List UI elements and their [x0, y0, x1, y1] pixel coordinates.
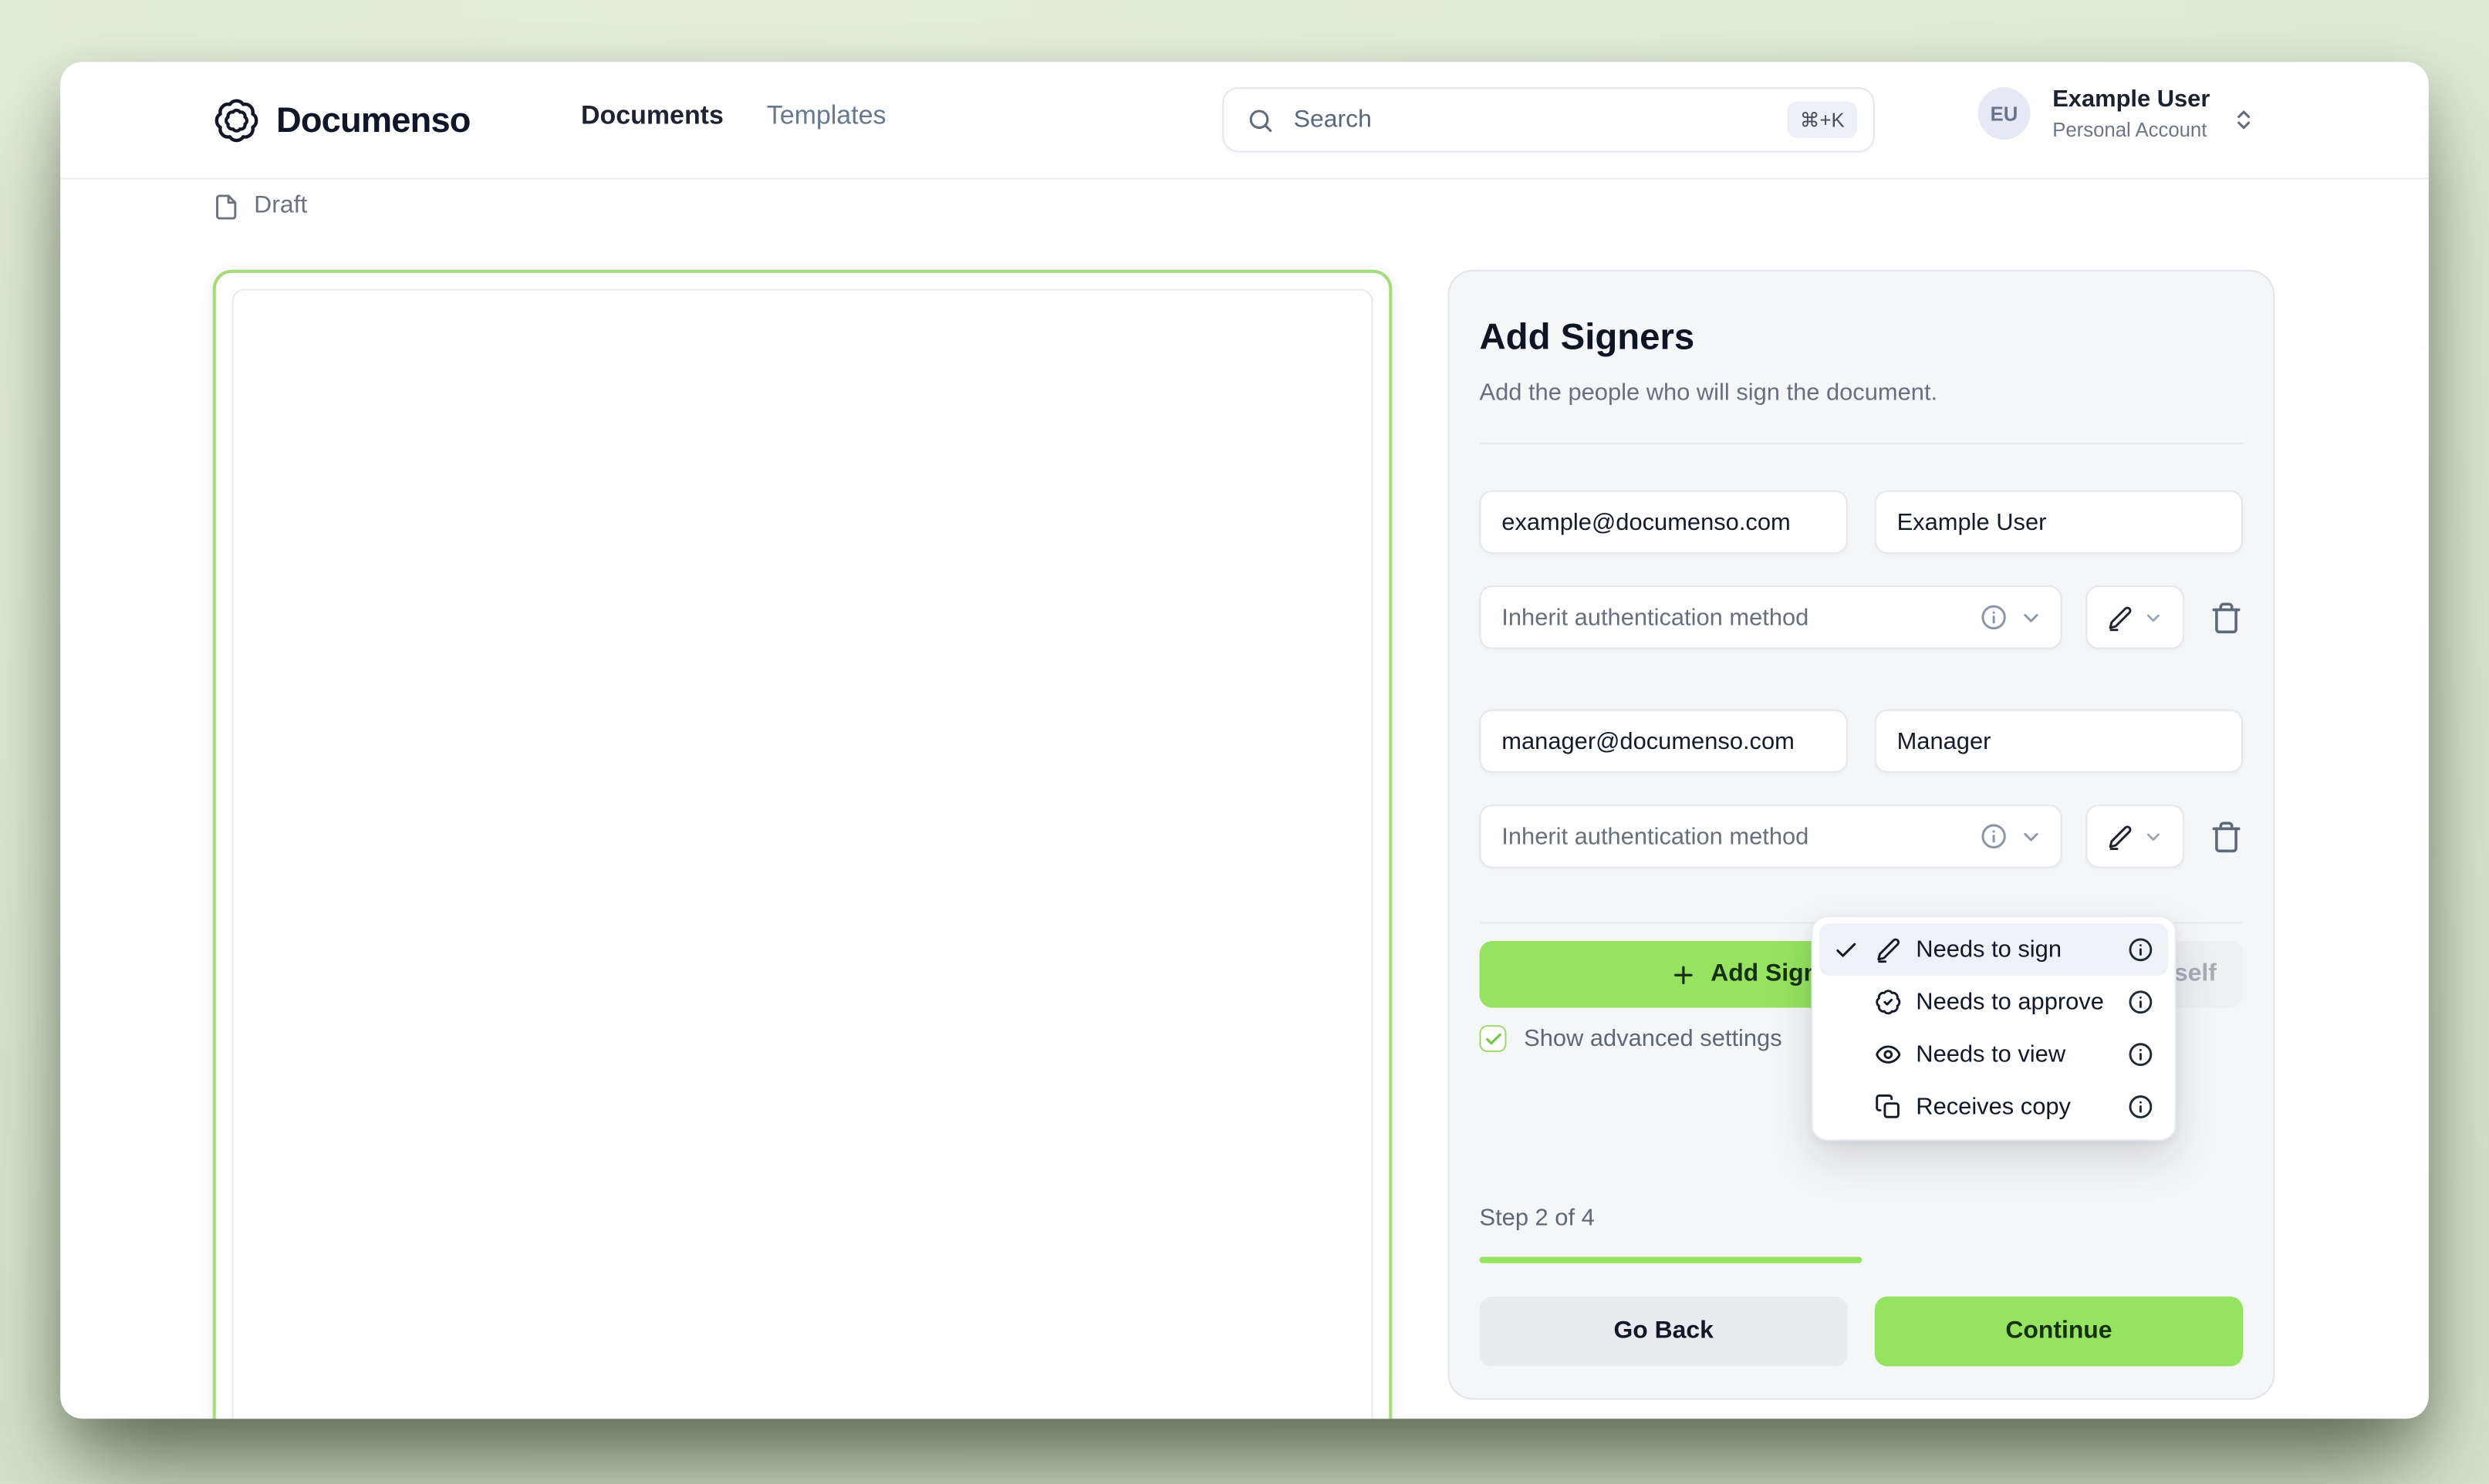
wizard-footer: Go Back Continue: [1479, 1295, 2244, 1366]
menu-item-receives-copy[interactable]: Receives copy: [1819, 1081, 2169, 1133]
signer-2-email-field[interactable]: manager@documenso.com: [1479, 709, 1848, 773]
eye-icon: [1876, 1045, 1901, 1064]
search-icon: [1249, 109, 1272, 131]
user-menu[interactable]: Example User Personal Account: [2052, 84, 2210, 143]
add-signers-panel: Add Signers Add the people who will sign…: [1447, 269, 2275, 1400]
search-input[interactable]: Search ⌘+K: [1222, 87, 1875, 153]
signer-row-2: manager@documenso.com Manager: [1479, 709, 2244, 773]
go-back-button[interactable]: Go Back: [1479, 1295, 1848, 1366]
menu-item-label: Receives copy: [1916, 1093, 2071, 1121]
menu-item-needs-to-approve[interactable]: Needs to approve: [1819, 976, 2169, 1028]
document-preview-card: [212, 269, 1393, 1419]
brand-name: Documenso: [275, 99, 471, 140]
role-dropdown-menu: Needs to sign Needs to approve: [1811, 916, 2177, 1142]
auth-select-placeholder: Inherit authentication method: [1501, 822, 1809, 850]
app-header: Documenso Documents Templates Search ⌘+K…: [60, 62, 2429, 177]
menu-item-needs-to-sign[interactable]: Needs to sign: [1819, 923, 2169, 976]
panel-subtitle: Add the people who will sign the documen…: [1479, 379, 1938, 406]
file-icon: [216, 194, 237, 219]
chevron-down-icon: [2146, 832, 2160, 840]
nav-documents[interactable]: Documents: [581, 101, 724, 130]
signer-2-role-button[interactable]: [2085, 804, 2184, 868]
check-icon: [1485, 1032, 1501, 1044]
continue-button[interactable]: Continue: [1874, 1295, 2244, 1366]
pen-icon: [2109, 605, 2132, 631]
signer-row-1: example@documenso.com Example User: [1479, 490, 2244, 555]
info-icon: [1981, 824, 2006, 848]
status-badge: Draft: [254, 191, 308, 219]
signer-2-auth-select[interactable]: Inherit authentication method: [1479, 804, 2062, 868]
document-status: Draft: [213, 191, 308, 221]
signer-1-delete-button[interactable]: [2208, 601, 2243, 634]
search-placeholder: Search: [1293, 105, 1372, 133]
divider: [1479, 443, 2244, 445]
chevron-down-icon: [2024, 613, 2038, 622]
search-shortcut-badge: ⌘+K: [1787, 101, 1858, 138]
signer-1-auth-select[interactable]: Inherit authentication method: [1479, 585, 2062, 649]
info-icon[interactable]: [2127, 989, 2154, 1016]
chevrons-up-down-icon[interactable]: [2232, 108, 2256, 132]
menu-item-label: Needs to view: [1916, 1040, 2066, 1068]
plus-icon: [1673, 965, 1692, 984]
chevron-down-icon: [2146, 613, 2160, 622]
signer-2-name-field[interactable]: Manager: [1874, 709, 2244, 773]
menu-item-label: Needs to approve: [1916, 988, 2104, 1016]
signer-1-email-field[interactable]: example@documenso.com: [1479, 490, 1848, 555]
signer-2-delete-button[interactable]: [2208, 820, 2243, 853]
header-divider: [60, 177, 2429, 180]
documenso-logo-icon: [214, 98, 258, 142]
advanced-settings-row: Show advanced settings: [1479, 1025, 2243, 1053]
info-icon[interactable]: [2127, 1041, 2154, 1068]
pen-icon: [1877, 938, 1900, 963]
pen-icon: [2109, 825, 2132, 850]
chevron-down-icon: [2024, 831, 2038, 841]
trash-icon: [2211, 602, 2240, 633]
auth-select-placeholder: Inherit authentication method: [1501, 603, 1809, 631]
info-icon: [1981, 605, 2006, 630]
signer-1-role-button[interactable]: [2085, 585, 2184, 649]
signer-1-name-field[interactable]: Example User: [1874, 490, 2244, 555]
badge-check-icon: [1876, 990, 1901, 1015]
info-icon[interactable]: [2127, 936, 2154, 963]
step-indicator: Step 2 of 4: [1479, 1204, 1595, 1232]
document-page[interactable]: [231, 288, 1373, 1419]
menu-item-label: Needs to sign: [1916, 936, 2062, 963]
brand[interactable]: Documenso: [213, 62, 471, 177]
page-title: Add Signers: [1479, 315, 1695, 357]
user-account-type: Personal Account: [2052, 119, 2207, 142]
avatar[interactable]: EU: [1977, 87, 2031, 140]
signer-1-auth-row: Inherit authentication method: [1479, 585, 2243, 649]
nav-templates[interactable]: Templates: [766, 101, 887, 130]
info-icon[interactable]: [2127, 1094, 2154, 1121]
menu-item-needs-to-view[interactable]: Needs to view: [1819, 1028, 2169, 1081]
advanced-settings-checkbox[interactable]: [1479, 1025, 1507, 1053]
copy-icon: [1876, 1094, 1900, 1118]
app-window: Documenso Documents Templates Search ⌘+K…: [60, 62, 2429, 1419]
trash-icon: [2211, 821, 2240, 852]
signer-2-auth-row: Inherit authentication method: [1479, 804, 2243, 868]
step-progress-fill: [1479, 1256, 1862, 1263]
step-progress-track: [1479, 1256, 2243, 1263]
user-name: Example User: [2052, 86, 2210, 113]
advanced-settings-label: Show advanced settings: [1524, 1025, 1782, 1053]
check-icon: [1836, 942, 1856, 956]
